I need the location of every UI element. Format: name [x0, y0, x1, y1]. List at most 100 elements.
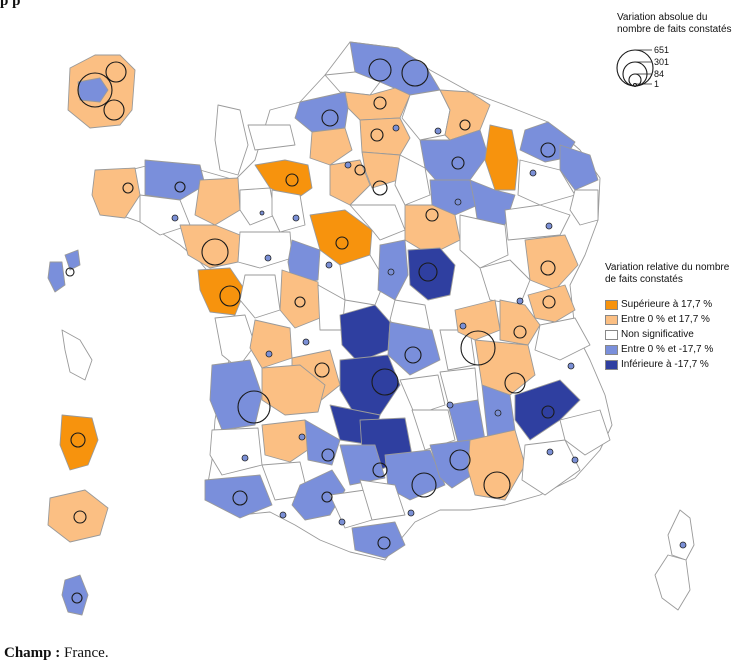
- dep-lozere: [411, 409, 456, 451]
- legend-absolute-value-651: 651: [654, 45, 670, 55]
- dep-cantal: [399, 374, 446, 416]
- departments: [91, 41, 611, 559]
- dep-haut-rhin: [569, 189, 599, 226]
- circle-correze-lot: [371, 368, 399, 396]
- legend-class-ns-label: Non significative: [621, 329, 694, 340]
- dep-manche: [214, 104, 249, 176]
- circle-loir-et-cher: [335, 236, 349, 250]
- dep-herault: [384, 449, 446, 501]
- dep-tarn: [339, 444, 386, 486]
- dep-aude: [359, 479, 406, 521]
- swatch-pos: [605, 315, 618, 325]
- dep-puy-de-dome: [387, 321, 441, 376]
- circle-somme: [373, 96, 387, 110]
- dep-pyrenees-atlantiques: [204, 474, 273, 519]
- circle-pyrenees-orientales: [377, 536, 391, 550]
- dep-finistere: [91, 167, 141, 219]
- dot-1: [392, 124, 400, 132]
- dep-marne: [419, 129, 489, 186]
- circle-nord-1: [368, 58, 392, 82]
- dep-landes: [209, 427, 263, 476]
- dot-16: [446, 401, 454, 409]
- circle-guadeloupe: [65, 267, 75, 277]
- source-scope: Champ : France.: [4, 645, 109, 662]
- circle-ile-de-france-1: [77, 72, 113, 108]
- circle-vendee: [219, 285, 241, 307]
- dot-27: [516, 297, 524, 305]
- dep-eure-et-loir: [329, 159, 371, 206]
- overseas-insets: [47, 54, 136, 616]
- circle-yvelines: [372, 180, 388, 196]
- circle-nievre-north: [418, 262, 438, 282]
- dep-bas-rhin: [559, 144, 599, 191]
- dep-seine-et-marne: [394, 154, 431, 206]
- inset-martinique: [61, 329, 93, 381]
- dep-haute-garonne: [291, 469, 346, 521]
- dep-var: [521, 439, 581, 496]
- dep-tarn-et-garonne: [304, 419, 341, 466]
- champ-value: France.: [60, 645, 109, 661]
- dep-cher: [339, 254, 386, 306]
- circle-vienne: [294, 296, 306, 308]
- circle-haute-garonne: [321, 491, 333, 503]
- dep-dordogne: [261, 364, 326, 416]
- dep-cotes-darmor: [144, 159, 206, 201]
- dot-17: [494, 409, 502, 417]
- dot-5: [292, 214, 300, 222]
- dep-alpes-maritimes: [559, 409, 611, 456]
- legend-circle-1: [632, 82, 638, 88]
- champ-label: Champ :: [4, 645, 61, 661]
- dot-24: [407, 509, 415, 517]
- dep-lot-et-garonne: [261, 419, 316, 463]
- dep-haute-saone: [504, 204, 571, 241]
- dep-calvados: [247, 124, 296, 151]
- dep-aube: [429, 179, 479, 216]
- dep-deux-sevres: [239, 274, 281, 319]
- legend-absolute-title-line1: Variation absolue du: [617, 12, 708, 23]
- legend-class-neg-label: Entre 0 % et -17,7 %: [621, 344, 714, 355]
- circle-nord-2: [401, 59, 429, 87]
- dot-14: [302, 338, 310, 346]
- dep-morbihan: [139, 194, 191, 236]
- dep-eure: [309, 127, 353, 166]
- inset-guadeloupe-east: [64, 249, 81, 271]
- inset-guyane: [59, 414, 99, 471]
- dep-meuse: [484, 124, 519, 191]
- dep-corse-du-sud: [654, 554, 691, 611]
- dep-maine-et-loire: [237, 231, 293, 269]
- circle-cotes-darmor: [174, 181, 186, 193]
- dep-pas-de-calais: [324, 71, 381, 96]
- inset-reunion: [47, 489, 109, 543]
- legend-relative: Variation relative du nombre de faits co…: [605, 262, 750, 412]
- dep-sarthe: [271, 189, 306, 233]
- dot-10: [264, 254, 272, 262]
- dep-haute-corse: [667, 509, 695, 561]
- dep-cote-dor: [459, 214, 509, 269]
- dep-gironde: [209, 359, 263, 431]
- dep-isere: [474, 339, 536, 396]
- circle-puy-de-dome: [404, 346, 422, 364]
- circle-herault: [411, 472, 437, 498]
- dot-4: [529, 169, 537, 177]
- dot-23: [338, 518, 346, 526]
- circle-ardennes: [459, 119, 471, 131]
- legend-absolute-value-84: 84: [654, 69, 665, 79]
- circle-marne: [451, 156, 465, 170]
- circle-pyrenees-atlantiques: [232, 490, 248, 506]
- dep-loiret: [349, 204, 406, 241]
- dep-vienne: [279, 269, 321, 329]
- dot-18: [546, 448, 554, 456]
- circle-oise: [370, 128, 384, 142]
- swatch-neg: [605, 345, 618, 355]
- circle-mayotte: [71, 592, 83, 604]
- dot-22: [279, 511, 287, 519]
- dep-charente: [249, 319, 293, 369]
- legend-absolute-value-301: 301: [654, 57, 670, 67]
- legend-class-inf-label: Inférieure à -17,7 %: [621, 359, 709, 370]
- circle-orne: [285, 173, 299, 187]
- dot-19: [571, 456, 579, 464]
- dot-7: [259, 210, 265, 216]
- circle-vaucluse: [483, 471, 511, 499]
